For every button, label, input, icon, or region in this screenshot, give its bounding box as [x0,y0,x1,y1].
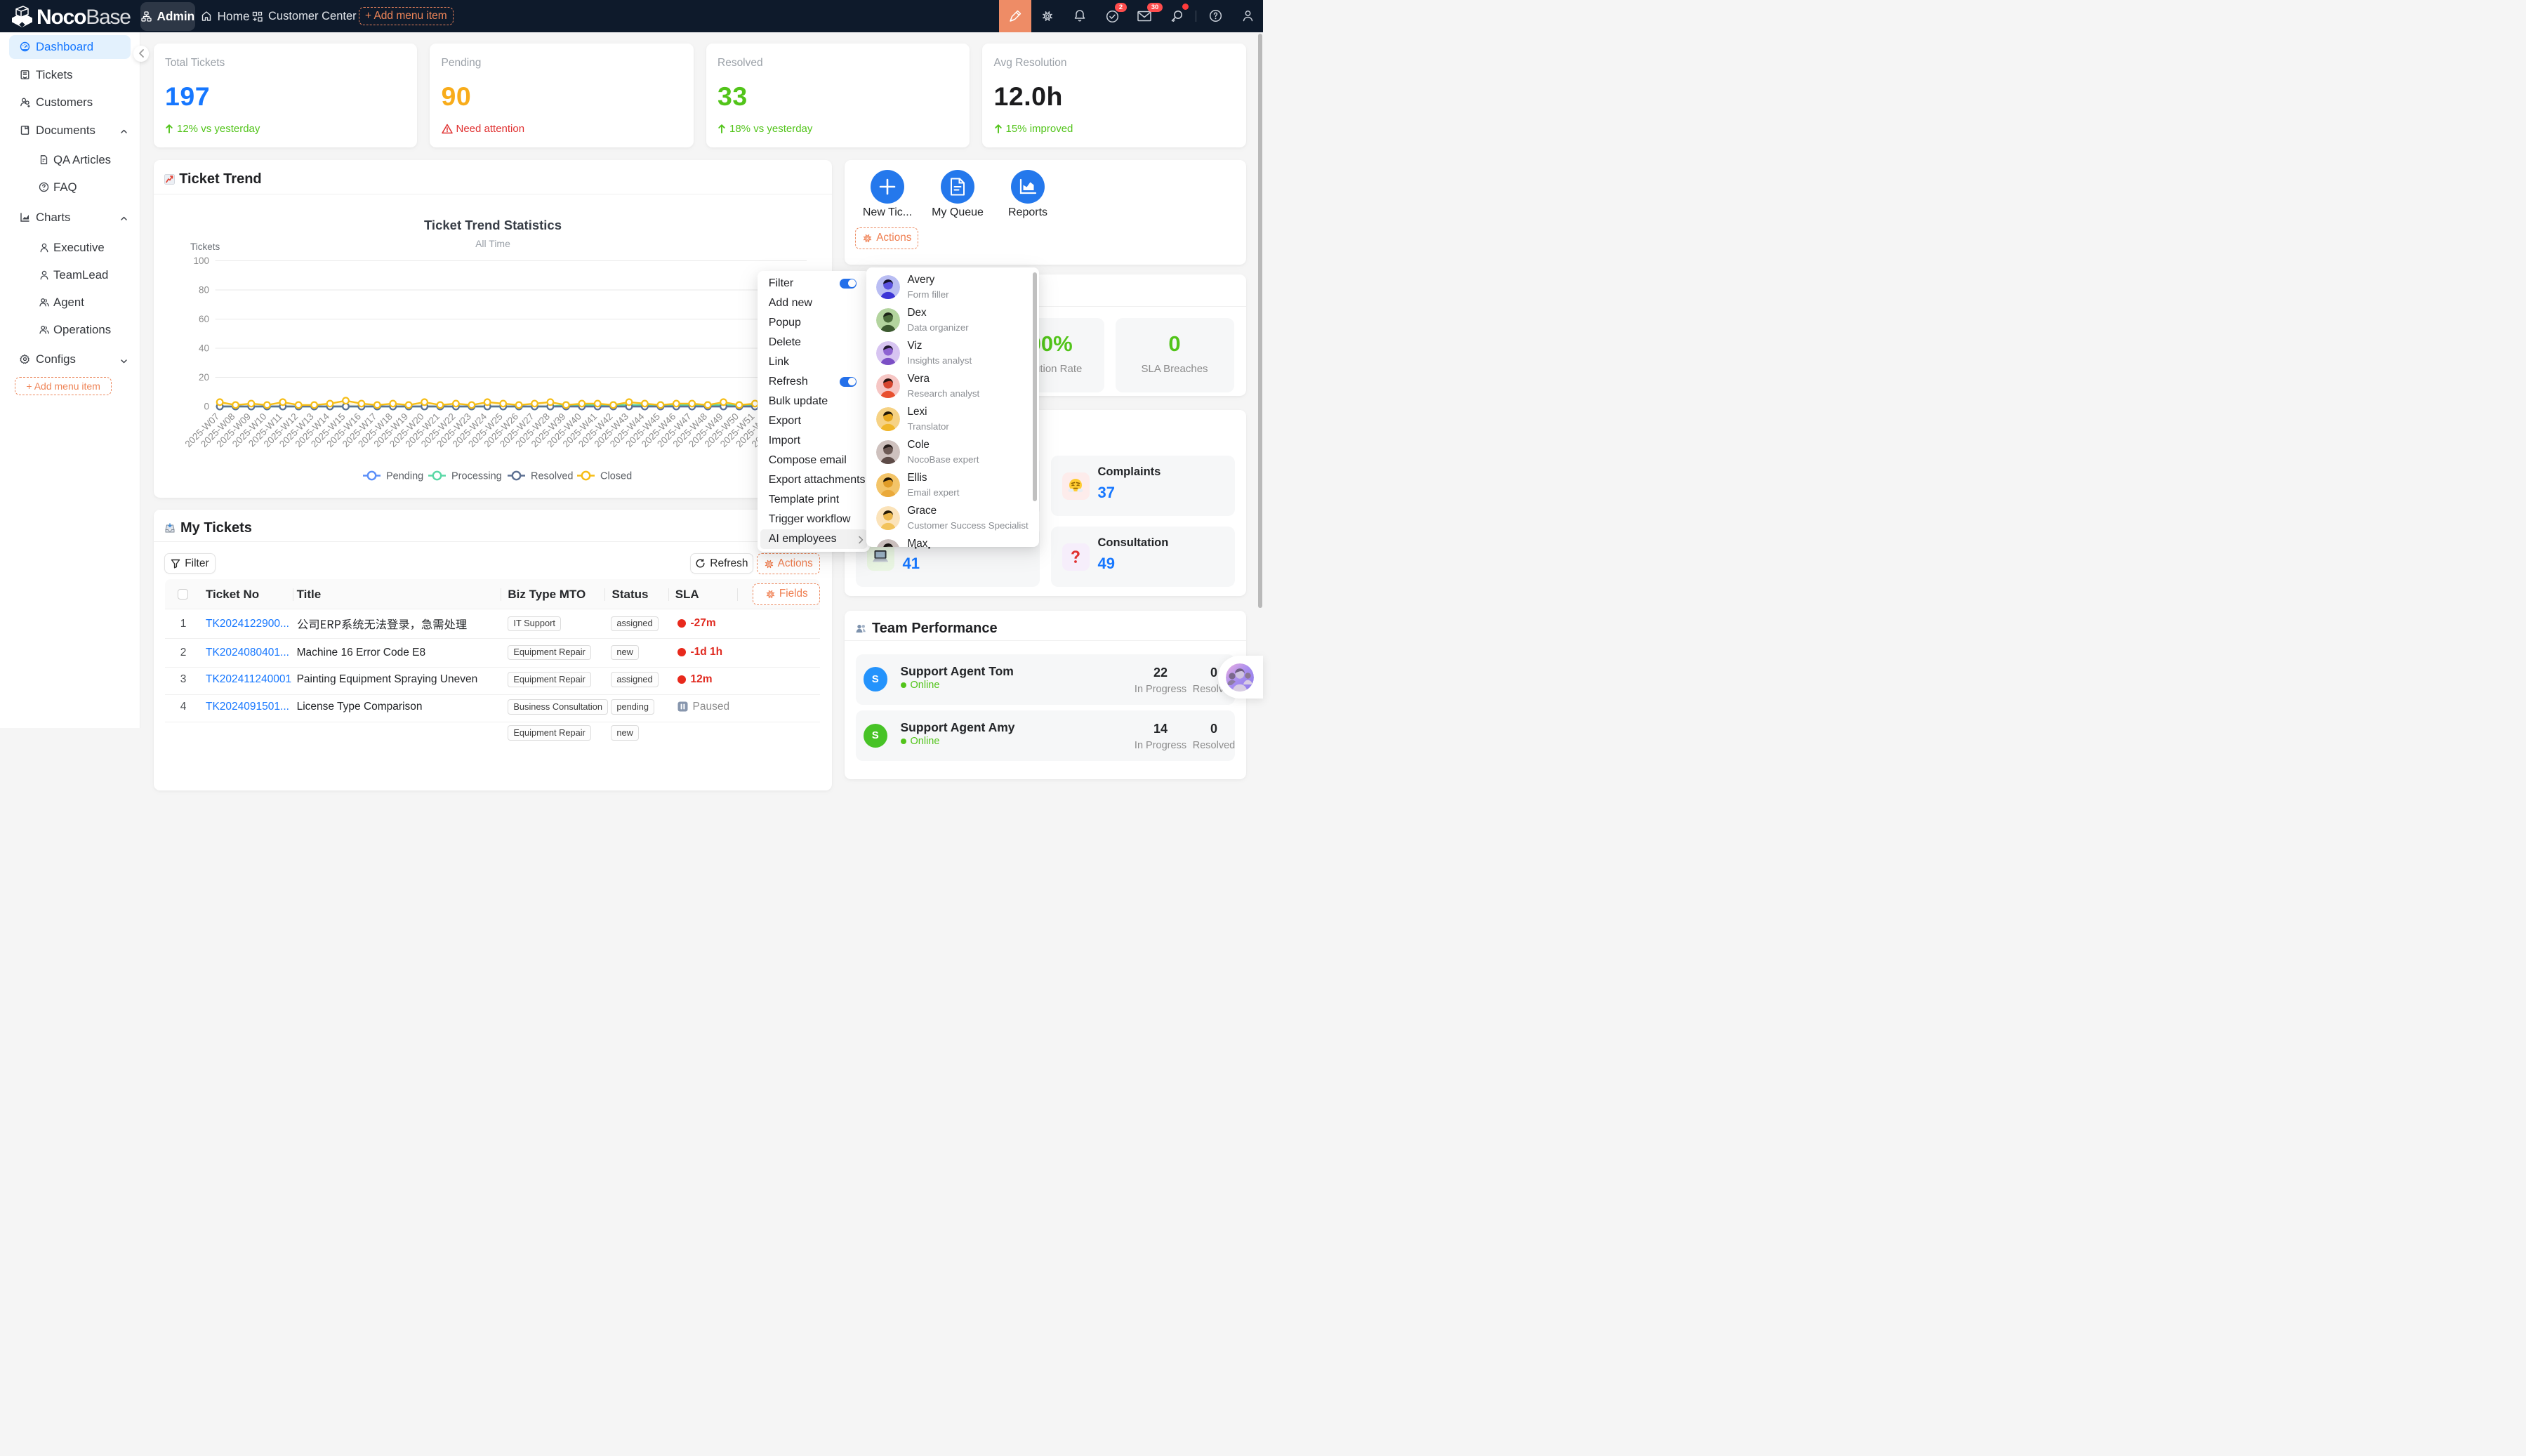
svg-text:Pending: Pending [386,470,423,482]
svg-text:0: 0 [204,401,209,411]
svg-text:40: 40 [198,343,209,353]
svg-text:100: 100 [193,256,209,266]
svg-text:Closed: Closed [600,470,632,482]
svg-text:80: 80 [198,284,209,295]
svg-text:60: 60 [198,314,209,324]
svg-text:Tickets: Tickets [190,241,220,252]
svg-text:20: 20 [198,372,209,383]
svg-text:Ticket Trend Statistics: Ticket Trend Statistics [423,218,561,232]
svg-text:All Time: All Time [475,238,510,249]
svg-text:Processing: Processing [451,470,502,482]
svg-text:Resolved: Resolved [531,470,573,482]
